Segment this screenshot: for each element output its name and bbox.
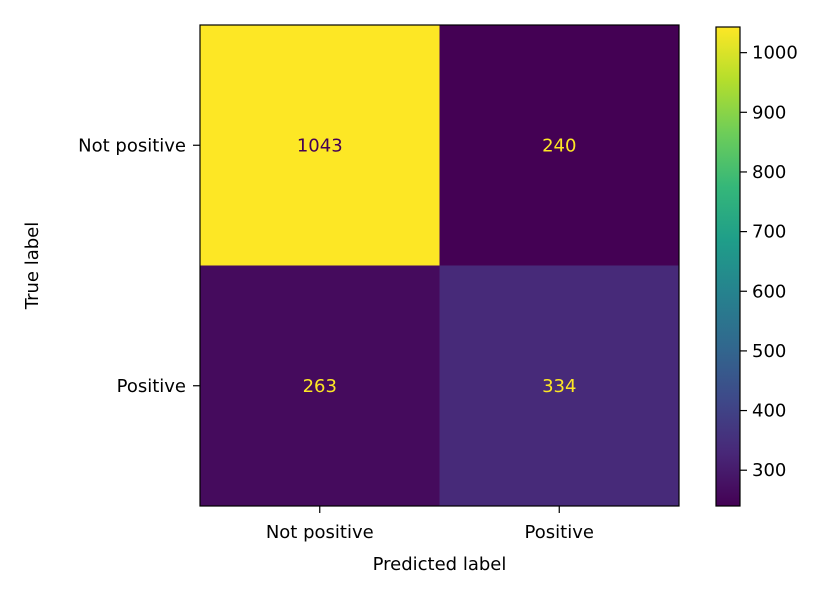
colorbar-ticks: 300 400 500 600 700 800 900 1000 <box>740 43 798 481</box>
heatmap-cell <box>200 25 440 266</box>
colorbar-tick-label: 900 <box>752 102 786 123</box>
cell-value-label: 263 <box>303 376 337 397</box>
cell-value-label: 240 <box>542 135 576 156</box>
y-tick-label: Not positive <box>78 135 186 156</box>
x-tick-label: Not positive <box>266 522 374 543</box>
heatmap-cell-labels: 1043 240 263 334 <box>297 135 577 397</box>
plot-frame <box>199 24 680 507</box>
cell-value-label: 1043 <box>297 135 343 156</box>
x-tick-label: Positive <box>525 522 594 543</box>
y-axis-ticks: Not positive Positive <box>78 135 200 397</box>
heatmap-cell <box>439 25 680 266</box>
y-axis-label: True label <box>22 222 43 311</box>
colorbar-tick-label: 600 <box>752 281 786 302</box>
colorbar-tick-label: 800 <box>752 162 786 183</box>
colorbar-tick-label: 1000 <box>752 43 798 64</box>
colorbar-tick-label: 300 <box>752 460 786 481</box>
colorbar <box>715 26 741 507</box>
colorbar-tick-label: 400 <box>752 401 786 422</box>
heatmap-cell <box>439 265 680 507</box>
colorbar-tick-label: 500 <box>752 341 786 362</box>
x-axis-ticks: Not positive Positive <box>266 506 594 543</box>
cell-value-label: 334 <box>542 376 576 397</box>
x-axis-label: Predicted label <box>373 554 507 575</box>
heatmap-cells <box>200 25 680 507</box>
y-tick-label: Positive <box>117 376 186 397</box>
colorbar-tick-label: 700 <box>752 222 786 243</box>
heatmap-cell <box>200 265 440 507</box>
